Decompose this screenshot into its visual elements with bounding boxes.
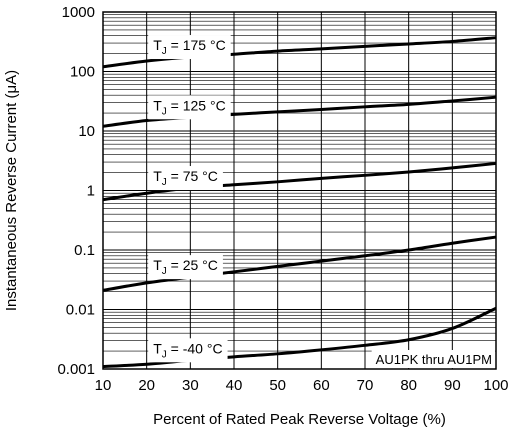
x-tick-label: 70 bbox=[357, 377, 374, 394]
series-label-main: T bbox=[153, 97, 162, 113]
series-label-1: TJ = 125 °C bbox=[148, 95, 231, 120]
y-tick-labels: 0.001 0.01 0.1 1 10 100 1000 bbox=[57, 4, 95, 378]
series-label-rest: = 25 °C bbox=[167, 257, 218, 273]
major-gridlines bbox=[103, 12, 496, 369]
x-tick-label: 30 bbox=[182, 377, 199, 394]
svg-text:TJ = 75 °C: TJ = 75 °C bbox=[153, 168, 218, 188]
series-label-subscript: J bbox=[162, 177, 167, 188]
part-number-annotation-box: AU1PK thru AU1PM bbox=[371, 350, 495, 368]
y-tick-label: 0.001 bbox=[57, 361, 95, 378]
part-number-annotation: AU1PK thru AU1PM bbox=[376, 352, 492, 367]
series-line-2 bbox=[102, 161, 497, 202]
series-label-main: T bbox=[153, 340, 162, 356]
series-label-rest: = 75 °C bbox=[167, 168, 218, 184]
x-tick-label: 20 bbox=[138, 377, 155, 394]
series-label-rest: = 125 °C bbox=[167, 97, 226, 113]
x-tick-label: 40 bbox=[226, 377, 243, 394]
series-labels: TJ = 175 °CTJ = 125 °CTJ = 75 °CTJ = 25 … bbox=[148, 35, 231, 363]
x-tick-label: 50 bbox=[269, 377, 286, 394]
series-label-subscript: J bbox=[162, 266, 167, 277]
series-line-4 bbox=[102, 306, 497, 369]
plot-frame bbox=[102, 11, 497, 370]
series-label-subscript: J bbox=[162, 46, 167, 57]
series-label-main: T bbox=[153, 257, 162, 273]
y-tick-label: 1000 bbox=[62, 4, 95, 21]
y-tick-label: 10 bbox=[78, 123, 95, 140]
x-tick-label: 10 bbox=[95, 377, 112, 394]
series-label-3: TJ = 25 °C bbox=[148, 255, 223, 280]
y-tick-label: 100 bbox=[70, 64, 95, 81]
x-axis-title: Percent of Rated Peak Reverse Voltage (%… bbox=[153, 411, 446, 428]
series-label-subscript: J bbox=[162, 106, 167, 117]
y-tick-label: 0.01 bbox=[66, 302, 95, 319]
series-label-0: TJ = 175 °C bbox=[148, 35, 231, 60]
series-label-rest: = -40 °C bbox=[167, 340, 223, 356]
series-label-4: TJ = -40 °C bbox=[148, 338, 228, 363]
x-tick-labels: 10 20 30 40 50 60 70 80 90 100 bbox=[95, 377, 509, 394]
x-tick-label: 90 bbox=[444, 377, 461, 394]
series-line-3 bbox=[102, 235, 497, 292]
series-label-subscript: J bbox=[162, 349, 167, 360]
y-tick-label: 0.1 bbox=[74, 242, 95, 259]
series-layer bbox=[102, 36, 497, 369]
x-tick-label: 80 bbox=[400, 377, 417, 394]
y-tick-label: 1 bbox=[87, 183, 95, 200]
series-label-main: T bbox=[153, 37, 162, 53]
series-label-2: TJ = 75 °C bbox=[148, 166, 223, 191]
x-tick-label: 100 bbox=[483, 377, 508, 394]
x-tick-label: 60 bbox=[313, 377, 330, 394]
svg-text:TJ = 125 °C: TJ = 125 °C bbox=[153, 97, 225, 117]
svg-text:TJ = 175 °C: TJ = 175 °C bbox=[153, 37, 225, 57]
svg-text:TJ = -40 °C: TJ = -40 °C bbox=[153, 340, 222, 360]
series-label-rest: = 175 °C bbox=[167, 37, 226, 53]
y-axis-title: Instantaneous Reverse Current (μA) bbox=[3, 70, 20, 311]
series-label-main: T bbox=[153, 168, 162, 184]
svg-text:TJ = 25 °C: TJ = 25 °C bbox=[153, 257, 218, 277]
